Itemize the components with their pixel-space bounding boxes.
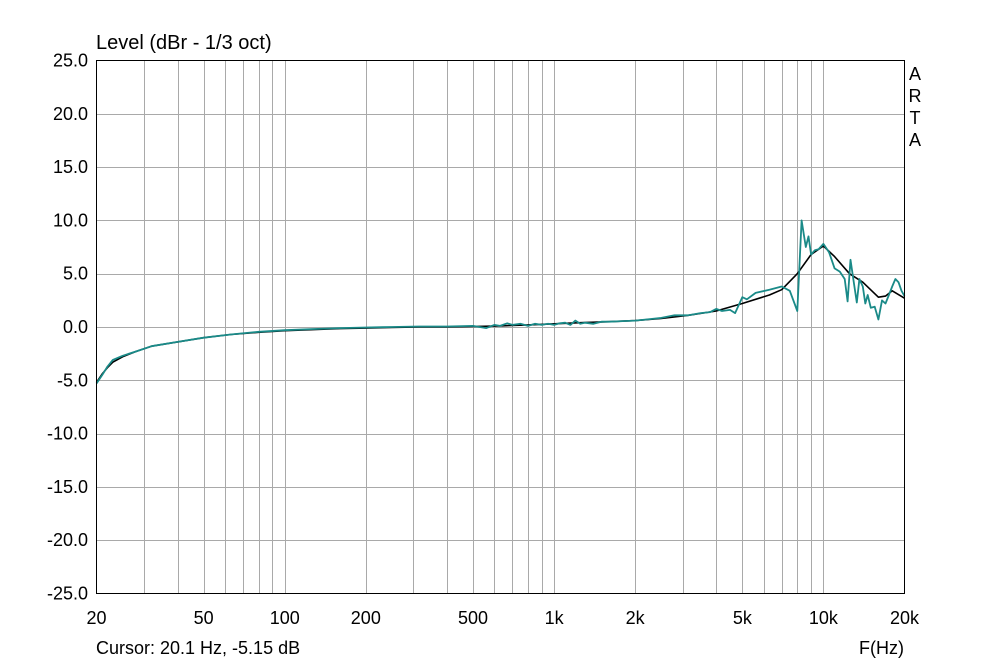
y-tick-label: 20.0 xyxy=(53,104,88,124)
x-tick-label: 5k xyxy=(733,608,753,628)
y-tick-label: -5.0 xyxy=(57,370,88,390)
x-tick-label: 10k xyxy=(809,608,839,628)
brand-letter: T xyxy=(910,108,921,128)
y-tick-label: 25.0 xyxy=(53,51,88,71)
y-tick-label: -25.0 xyxy=(47,584,88,604)
y-tick-label: 0.0 xyxy=(63,317,88,337)
x-tick-label: 20 xyxy=(86,608,106,628)
y-tick-label: 15.0 xyxy=(53,157,88,177)
x-tick-label: 50 xyxy=(194,608,214,628)
brand-letter: R xyxy=(909,86,922,106)
x-tick-label: 500 xyxy=(458,608,488,628)
x-tick-label: 20k xyxy=(890,608,920,628)
cursor-readout: Cursor: 20.1 Hz, -5.15 dB xyxy=(96,638,300,658)
x-axis-label: F(Hz) xyxy=(859,638,904,658)
y-tick-label: 10.0 xyxy=(53,210,88,230)
series-line-measured xyxy=(95,219,906,385)
x-tick-label: 1k xyxy=(545,608,565,628)
y-tick-label: -10.0 xyxy=(47,424,88,444)
tick-labels: 25.0 20.0 15.0 10.0 5.0 0.0 -5.0 -10.0 -15.0 -20.… xyxy=(47,51,920,629)
series xyxy=(95,219,906,385)
x-tick-label: 2k xyxy=(626,608,646,628)
brand-letter: A xyxy=(909,64,921,84)
y-tick-label: -20.0 xyxy=(47,530,88,550)
y-tick-label: 5.0 xyxy=(63,264,88,284)
x-tick-label: 200 xyxy=(351,608,381,628)
x-tick-label: 100 xyxy=(270,608,300,628)
chart-title: Level (dBr - 1/3 oct) xyxy=(96,32,272,54)
series-line-smoothed xyxy=(95,245,905,383)
plot-area xyxy=(96,60,905,594)
y-tick-label: -15.0 xyxy=(47,477,88,497)
brand-letter: A xyxy=(909,130,921,150)
grid xyxy=(96,60,905,594)
